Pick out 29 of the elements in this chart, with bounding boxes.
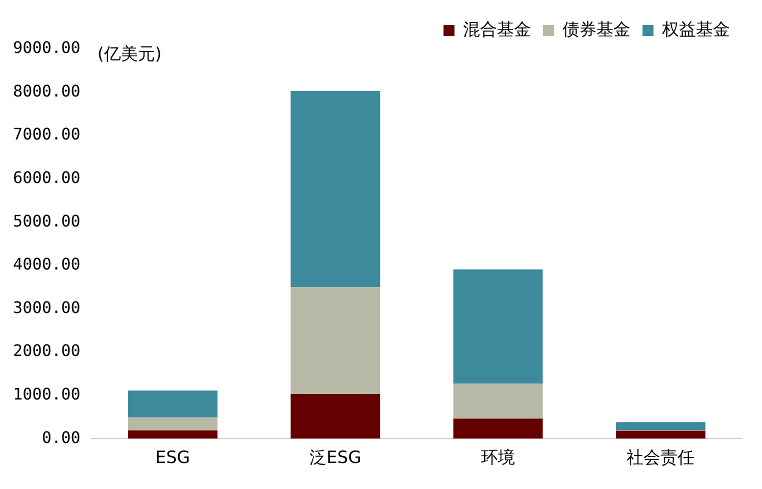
x-tick-label: 社会责任 xyxy=(626,448,695,468)
y-tick-label: 7000.00 xyxy=(12,124,80,144)
bar xyxy=(128,390,218,418)
y-tick-label: 3000.00 xyxy=(12,298,80,317)
bar xyxy=(128,430,218,439)
bar xyxy=(453,269,543,384)
x-tick-label: 环境 xyxy=(481,448,516,468)
bar xyxy=(616,422,706,430)
y-tick-label: 6000.00 xyxy=(12,168,80,188)
legend-label: 债券基金 xyxy=(562,20,630,40)
y-tick-label: 2000.00 xyxy=(12,341,80,360)
y-tick-label: 0.00 xyxy=(42,428,80,447)
bar xyxy=(453,384,543,419)
y-tick-label: 9000.00 xyxy=(12,38,80,58)
bar xyxy=(453,418,543,439)
y-tick-label: 5000.00 xyxy=(12,211,80,230)
bar xyxy=(290,394,380,439)
legend-label: 混合基金 xyxy=(463,20,531,40)
y-tick-label: 4000.00 xyxy=(12,254,80,274)
bar xyxy=(616,430,706,439)
bar xyxy=(290,287,380,394)
y-axis-title: (亿美元) xyxy=(97,44,162,64)
y-tick-label: 8000.00 xyxy=(12,81,80,100)
y-tick-label: 1000.00 xyxy=(12,384,80,404)
x-tick-label: ESG xyxy=(155,448,190,468)
legend-label: 权益基金 xyxy=(661,20,730,40)
x-tick-label: 泛ESG xyxy=(310,448,362,468)
bar xyxy=(128,417,218,430)
bar xyxy=(290,90,380,288)
